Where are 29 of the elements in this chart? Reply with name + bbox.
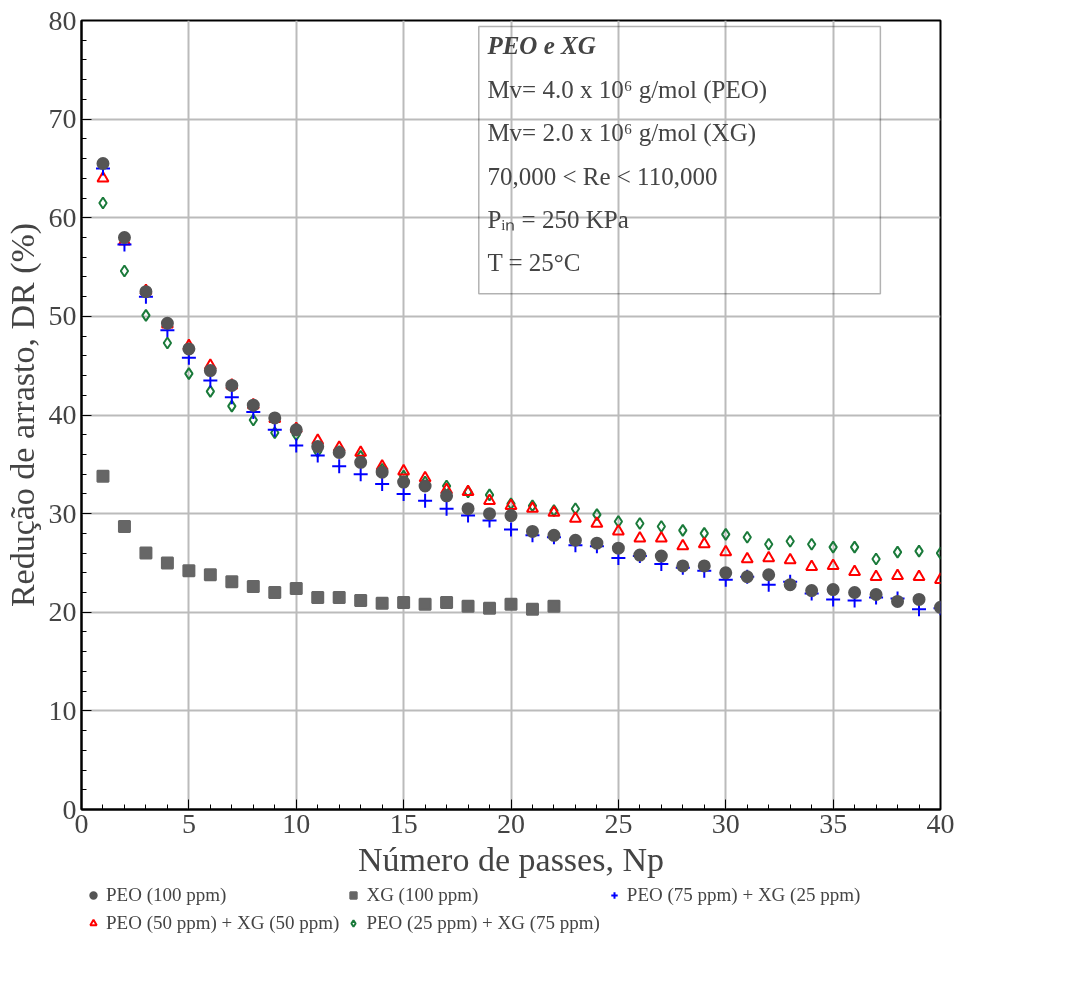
y-tick-label: 10 [48,694,77,726]
x-axis-title: Número de passes, Np [358,840,664,878]
x-tick-label: 40 [926,807,955,839]
x-tick-label: 30 [711,807,740,839]
y-tick-label: 20 [48,596,77,628]
y-tick-label: 80 [48,4,77,36]
annotation: PEO e XG [486,32,596,60]
x-tick-label: 5 [181,807,196,839]
y-tick-label: 40 [48,399,77,430]
x-tick-label: 35 [819,807,848,839]
x-tick-label: 10 [282,807,311,839]
annotation: T = 25°C [487,249,581,277]
annotation: Mv= 2.0 x 10⁶ g/mol (XG) [487,119,757,148]
x-tick-label: 25 [604,807,633,839]
x-tick-label: 20 [497,807,525,839]
annotation: Mv= 4.0 x 10⁶ g/mol (PEO) [487,75,768,104]
legend-label: PEO (50 ppm) + XG (50 ppm) [106,912,340,934]
y-tick-label: 60 [48,201,77,233]
legend-label: XG (100 ppm) [366,884,479,906]
y-tick-label: 30 [48,497,77,529]
y-axis-title: Redução de arrasto, DR (%) [3,222,42,608]
legend-label: PEO (100 ppm) [106,884,227,906]
annotation: 70,000 < Re < 110,000 [487,162,718,190]
annotation: Pᵢₙ = 250 KPa [487,205,629,233]
x-tick-label: 15 [389,807,418,839]
legend-label: PEO (75 ppm) + XG (25 ppm) [626,884,861,906]
legend-label: PEO (25 ppm) + XG (75 ppm) [366,912,600,934]
y-tick-label: 50 [48,300,77,332]
y-tick-label: 70 [48,103,77,135]
